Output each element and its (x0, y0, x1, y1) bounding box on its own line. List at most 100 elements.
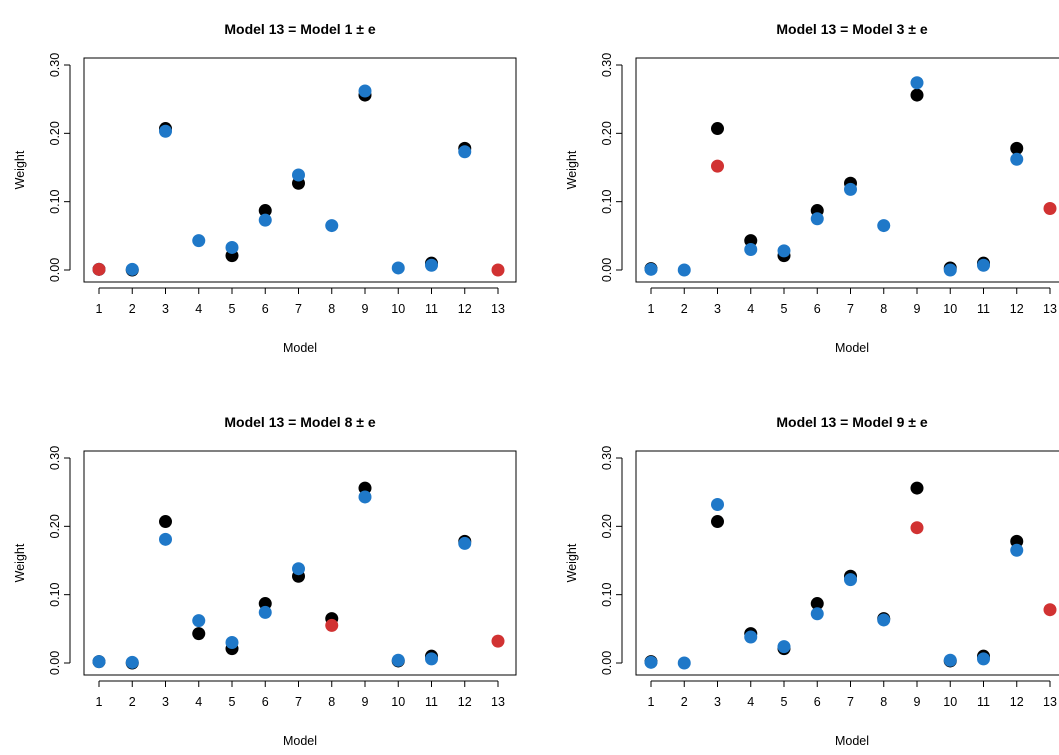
plot-title: Model 13 = Model 8 ± e (224, 414, 375, 430)
point-estimate-model-10 (943, 263, 957, 277)
x-tick-label: 10 (943, 695, 957, 709)
point-estimate-model-2 (125, 655, 139, 669)
point-estimate-model-9 (910, 76, 924, 90)
data-points (92, 481, 505, 670)
x-tick-label: 8 (328, 695, 335, 709)
x-tick-label: 5 (781, 695, 788, 709)
point-reference-model-9 (358, 481, 372, 495)
point-estimate-model-6 (258, 213, 272, 227)
point-reference-model-6 (810, 597, 824, 611)
point-estimate-model-9 (358, 490, 372, 504)
x-tick-label: 12 (1010, 695, 1024, 709)
point-estimate-model-10 (391, 261, 405, 275)
y-axis-label: Weight (565, 543, 579, 582)
point-estimate-model-8 (325, 219, 339, 233)
x-tick-label: 11 (977, 695, 990, 709)
point-highlight-model-13 (491, 263, 505, 277)
y-tick-label: 0.20 (48, 514, 62, 538)
panel-2: Model 13 = Model 3 ± e0.000.100.200.301 2… (565, 21, 1059, 355)
x-tick-label: 7 (847, 302, 854, 316)
x-tick-label: 3 (162, 302, 169, 316)
point-reference-model-6 (258, 204, 272, 218)
x-tick-label: 6 (262, 695, 269, 709)
point-estimate-model-8 (877, 219, 891, 233)
x-tick-label: 5 (229, 695, 236, 709)
point-reference-model-9 (910, 481, 924, 495)
x-tick-label: 10 (391, 302, 405, 316)
x-tick-label: 11 (425, 695, 438, 709)
plot-title: Model 13 = Model 3 ± e (776, 21, 927, 37)
x-tick-label: 13 (491, 695, 505, 709)
y-tick-label: 0.20 (600, 121, 614, 145)
point-estimate-model-4 (192, 614, 206, 628)
point-estimate-model-11 (977, 652, 990, 666)
x-tick-label: 8 (880, 695, 887, 709)
plot-frame (635, 57, 1059, 283)
x-tick-label: 6 (262, 302, 269, 316)
x-axis-label: Model (835, 341, 869, 355)
x-tick-label: 1 (648, 695, 655, 709)
x-tick-label: 12 (458, 302, 472, 316)
point-estimate-model-7 (292, 562, 305, 576)
x-tick-label: 13 (1043, 695, 1057, 709)
x-tick-label: 6 (814, 695, 821, 709)
point-estimate-model-2 (125, 262, 139, 276)
point-estimate-model-4 (192, 234, 206, 248)
x-tick-label: 10 (391, 695, 405, 709)
x-tick-label: 6 (814, 302, 821, 316)
point-highlight-model-8 (325, 618, 339, 632)
x-tick-label: 7 (295, 695, 302, 709)
x-tick-label: 5 (229, 302, 236, 316)
plot-frame (83, 450, 517, 676)
point-estimate-model-10 (943, 653, 957, 667)
x-tick-label: 9 (362, 695, 369, 709)
x-tick-label: 1 (648, 302, 655, 316)
point-reference-model-12 (1010, 534, 1024, 548)
x-tick-label: 7 (847, 695, 854, 709)
x-tick-label: 11 (425, 302, 438, 316)
y-tick-label: 0.30 (48, 446, 62, 470)
y-tick-label: 0.30 (600, 446, 614, 470)
point-reference-model-3 (159, 515, 172, 529)
y-tick-label: 0.10 (48, 189, 62, 213)
x-tick-label: 11 (977, 302, 990, 316)
point-reference-model-3 (711, 122, 724, 136)
point-estimate-model-2 (677, 263, 691, 277)
x-tick-label: 2 (129, 695, 136, 709)
point-estimate-model-5 (777, 640, 791, 654)
x-axis-label: Model (283, 734, 317, 748)
plot-title: Model 13 = Model 9 ± e (776, 414, 927, 430)
x-tick-label: 8 (880, 302, 887, 316)
x-tick-label: 2 (129, 302, 136, 316)
y-tick-label: 0.00 (48, 651, 62, 675)
x-tick-label: 9 (362, 302, 369, 316)
point-estimate-model-11 (977, 258, 990, 272)
panel-3: Model 13 = Model 8 ± e0.000.100.200.301 2… (13, 414, 517, 748)
x-tick-label: 2 (681, 695, 688, 709)
x-tick-label: 5 (781, 302, 788, 316)
point-estimate-model-3 (159, 124, 172, 138)
data-points (644, 481, 1057, 670)
point-estimate-model-3 (711, 497, 724, 511)
x-tick-label: 12 (1010, 302, 1024, 316)
x-axis-label: Model (835, 734, 869, 748)
plot-frame (635, 450, 1059, 676)
x-tick-label: 7 (295, 302, 302, 316)
data-points (644, 76, 1057, 277)
point-estimate-model-2 (677, 656, 691, 670)
x-tick-label: 12 (458, 695, 472, 709)
y-tick-label: 0.30 (600, 53, 614, 77)
y-tick-label: 0.20 (48, 121, 62, 145)
point-reference-model-6 (258, 597, 272, 611)
point-estimate-model-12 (1010, 543, 1024, 557)
panel-4: Model 13 = Model 9 ± e0.000.100.200.301 2… (565, 414, 1059, 748)
point-highlight-model-13 (491, 634, 505, 648)
x-tick-label: 13 (491, 302, 505, 316)
x-tick-label: 2 (681, 302, 688, 316)
point-highlight-model-1 (92, 262, 106, 276)
point-estimate-model-5 (225, 240, 239, 254)
plot-frame (83, 57, 517, 283)
point-reference-model-3 (711, 515, 724, 529)
point-estimate-model-4 (744, 630, 758, 644)
x-tick-label: 4 (195, 302, 202, 316)
